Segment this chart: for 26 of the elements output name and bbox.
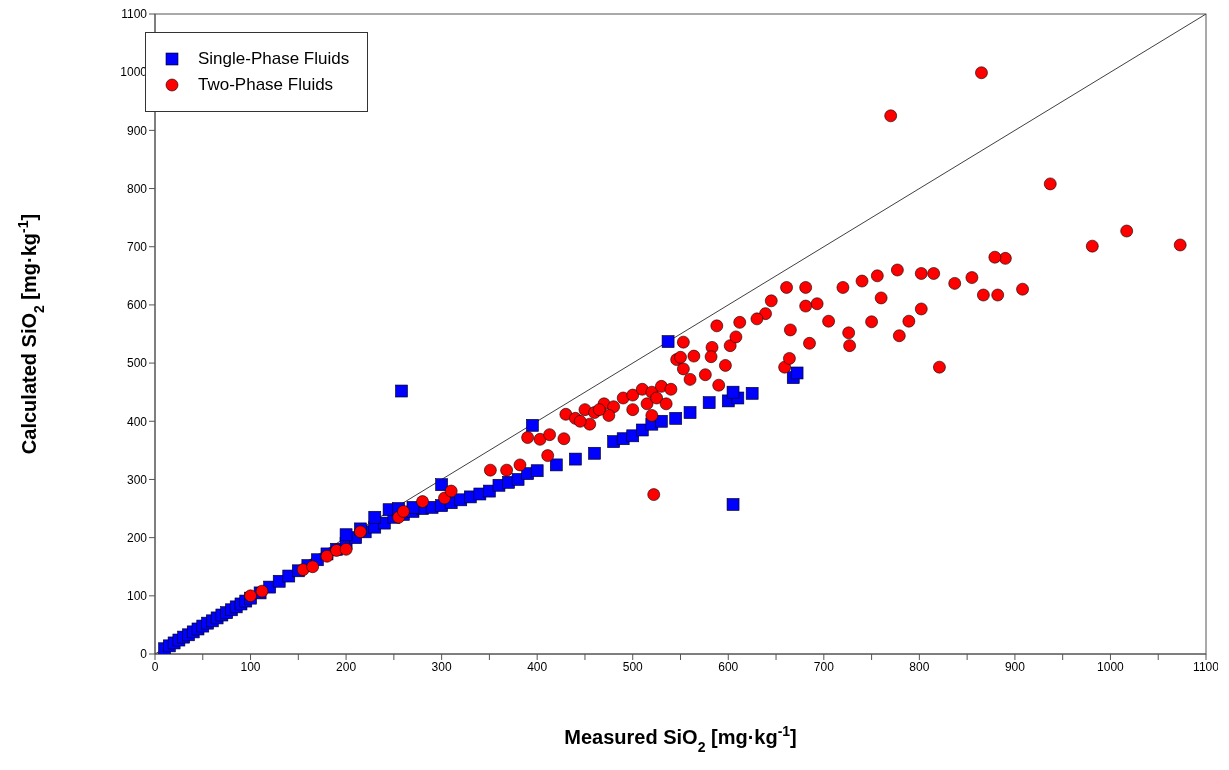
x-tick-label: 0	[151, 659, 159, 674]
x-tick-label: 100	[240, 659, 261, 674]
x-tick-label: 200	[336, 659, 357, 674]
y-tick-label: 100	[126, 589, 148, 604]
x-tick-label: 300	[431, 659, 452, 674]
y-tick-label: 400	[126, 414, 148, 429]
y-tick-label: 900	[126, 123, 148, 138]
x-tick-label: 900	[1004, 659, 1026, 674]
x-tick-label: 800	[909, 659, 930, 674]
y-tick-label: 0	[140, 647, 148, 662]
y-tick-label: 200	[126, 530, 148, 545]
x-axis-title: Measured SiO$_{2}$ [mg·kg$^{-1}$]	[564, 723, 797, 755]
y-tick-label: 300	[126, 472, 148, 487]
x-tick-label: 400	[527, 659, 548, 674]
y-tick-label: 500	[126, 356, 148, 371]
x-tick-label: 500	[622, 659, 644, 674]
y-tick-label: 600	[126, 298, 148, 313]
legend-label: Two-Phase Fluids	[198, 75, 334, 95]
x-tick-label: 1000	[1097, 659, 1125, 674]
y-tick-label: 800	[126, 181, 148, 196]
y-tick-label: 700	[126, 239, 148, 254]
x-tick-label: 700	[813, 659, 835, 674]
legend-label: Single-Phase Fluids	[198, 49, 350, 69]
x-tick-label: 600	[718, 659, 739, 674]
x-tick-label: 1100	[1193, 659, 1220, 674]
y-tick-label: 1100	[121, 7, 148, 22]
